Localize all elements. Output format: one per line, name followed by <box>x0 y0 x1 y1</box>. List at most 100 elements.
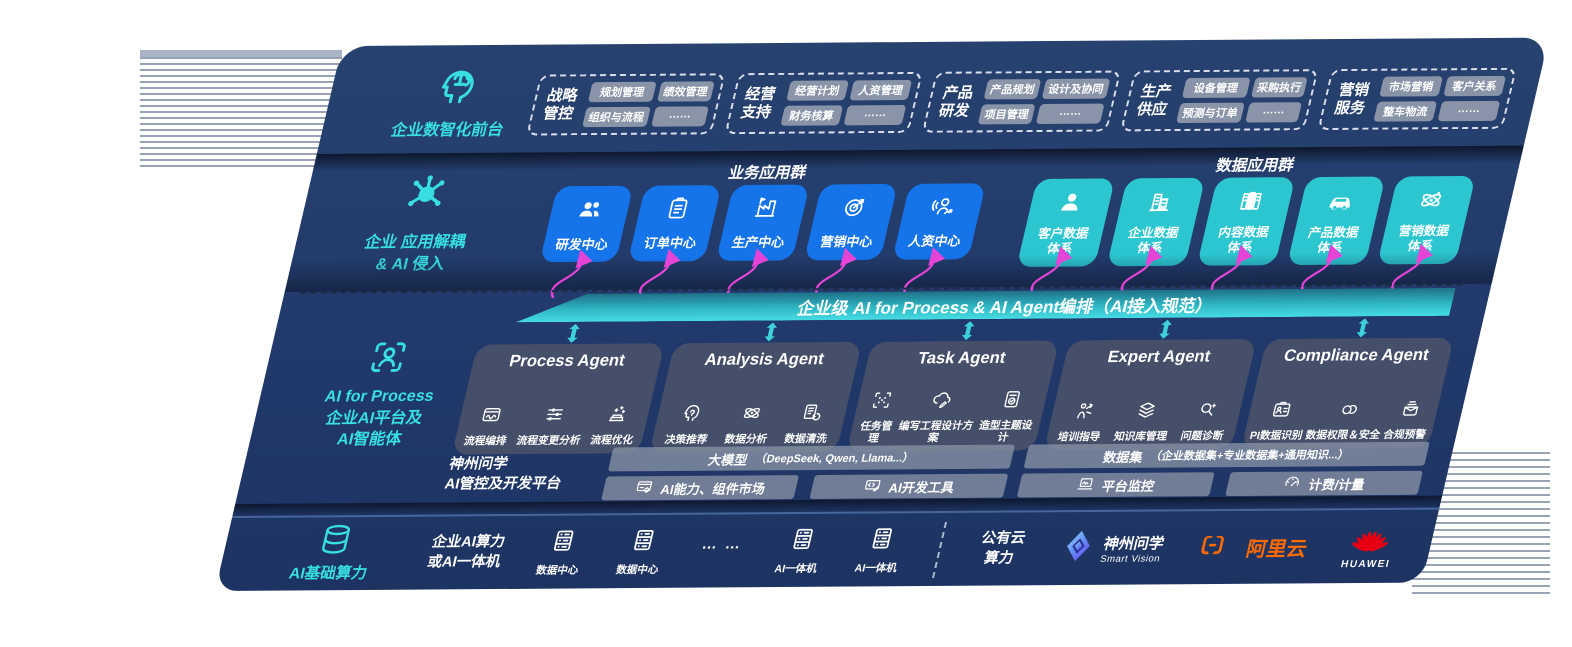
data-app-boxes: 客户数据体系 企业数据体系 内容数据体系 产品数据体系 营销数据体系 <box>1016 175 1476 267</box>
updown-arrow-icon <box>764 322 778 342</box>
dataset-bar: 数据集 （企业数据集+专业数据集+通用知识...） <box>1023 441 1430 469</box>
model-bar: 大模型 （DeepSeek, Qwen, Llama...） <box>607 444 1015 472</box>
flow-icon <box>477 404 504 430</box>
updown-arrow-icon <box>567 323 580 343</box>
orchestration-band-title: 企业级 AI for Process & AI Agent编排（AI接入规范） <box>795 295 1215 318</box>
agent-name: Task Agent <box>916 348 1008 368</box>
platform-monitor-bar: 平台监控 <box>1016 472 1215 498</box>
ai-layer-title: AI for Process 企业AI平台及 AI智能体 <box>322 387 436 449</box>
alicloud-logo <box>1198 534 1244 561</box>
molecule-icon <box>397 171 455 222</box>
component-market-bar: AI能力、组件市场 <box>601 475 800 501</box>
dev-tools-bar: AI开发工具 <box>809 473 1008 499</box>
connector-arrows <box>550 243 1433 299</box>
group-title: 营销服务 <box>1332 81 1372 117</box>
chip: …… <box>1244 102 1303 123</box>
node-ai-appliance-2: AI一体机 <box>853 525 907 575</box>
app-layer-rail: 企业 应用解耦& AI 侵入 <box>316 171 523 276</box>
clipboard-icon <box>661 195 694 226</box>
group-production: 生产供应 设备管理 采购执行 预测与订单…… <box>1119 69 1320 132</box>
app-box-rd-center: 研发中心 <box>539 185 634 263</box>
server-icon <box>786 525 819 556</box>
chip: 绩效管理 <box>656 81 715 102</box>
business-group-title: 业务应用群 <box>726 164 809 183</box>
app-box-marketing-center: 营销中心 <box>804 183 898 261</box>
node-datacenter-1: 数据中心 <box>535 527 589 577</box>
metering-icon <box>1281 473 1304 494</box>
data-box-enterprise: 企业数据体系 <box>1106 177 1206 267</box>
group-title: 经营支持 <box>739 85 778 121</box>
updown-arrow-icon <box>1356 318 1370 338</box>
task-grid-icon <box>868 389 895 415</box>
updown-arrow-icon <box>1159 319 1172 339</box>
app-box-order-center: 订单中心 <box>627 185 722 262</box>
vendor-alicloud: 阿里云 <box>1198 532 1311 562</box>
team-icon <box>572 195 607 227</box>
front-desk-groups: 战略管控 规划管理 绩效管理 组织与流程…… 经营支持 经营计划 人资管理 财务核算……… <box>526 67 1517 136</box>
cloud-edit-icon <box>928 389 955 415</box>
chip: 经营计划 <box>785 80 849 101</box>
node-ai-appliance-1: AI一体机 <box>773 525 827 575</box>
compliance-alert-icon <box>1397 398 1424 424</box>
building-icon <box>1144 188 1177 219</box>
chip: 规划管理 <box>587 81 657 103</box>
documents-icon <box>1234 188 1267 219</box>
chip: 预测与订单 <box>1175 102 1245 124</box>
chip: 人资管理 <box>849 79 913 101</box>
cloud-divider <box>932 521 948 578</box>
agent-compliance: Compliance Agent PI数据识别 数据权限＆安全 合规预警 <box>1241 337 1455 450</box>
chip: …… <box>1437 100 1501 122</box>
model-group: 大模型 （DeepSeek, Qwen, Llama...） AI能力、组件市场 … <box>601 444 1015 501</box>
sliders-icon <box>541 404 568 430</box>
huawei-logo <box>1347 523 1395 558</box>
group-product-rd: 产品研发 产品规划 设计及协同 项目管理…… <box>921 70 1122 133</box>
agent-process: Process Agent 流程编排 流程变更分析 流程优化 <box>451 343 665 455</box>
group-marketing: 营销服务 市场营销 客户关系 整车物流…… <box>1317 67 1517 131</box>
component-market-icon <box>633 478 656 499</box>
updown-arrow-icon <box>961 321 975 341</box>
chip: 设计及协同 <box>1041 78 1111 100</box>
data-box-marketing: 营销数据体系 <box>1377 175 1476 265</box>
design-card-icon <box>998 388 1025 414</box>
agent-task: Task Agent 任务管理 编写工程设计方案 造型主题设计 <box>846 340 1060 452</box>
factory-icon <box>749 195 782 226</box>
public-cloud-label: 公有云 算力 <box>979 530 1028 567</box>
chip: 客户关系 <box>1442 75 1507 97</box>
chip: …… <box>650 106 709 127</box>
vendor-huawei: HUAWEI <box>1340 523 1400 570</box>
data-box-product: 产品数据体系 <box>1286 176 1386 266</box>
platform-strip: 神州问学 AI管控及开发平台 大模型 （DeepSeek, Qwen, Llama.… <box>441 441 1430 502</box>
compute-rail: AI基础算力 <box>266 522 399 586</box>
diagnose-icon <box>1194 399 1221 425</box>
node-datacenter-2: 数据中心 <box>615 526 669 576</box>
group-operation: 经营支持 经营计划 人资管理 财务核算…… <box>724 71 924 135</box>
id-card-icon <box>1268 399 1295 425</box>
layers-icon <box>1133 400 1160 426</box>
ai-layer-rail: AI for Process 企业AI平台及 AI智能体 <box>275 337 484 452</box>
training-icon <box>1071 400 1098 426</box>
chip: 整车物流 <box>1373 101 1437 122</box>
chip: 项目管理 <box>977 104 1036 125</box>
group-strategy: 战略管控 规划管理 绩效管理 组织与流程…… <box>526 73 726 136</box>
chip: …… <box>1035 103 1105 125</box>
data-box-customer: 客户数据体系 <box>1016 178 1116 267</box>
car-icon <box>1323 186 1359 219</box>
chip: 采购执行 <box>1250 77 1309 98</box>
decision-icon <box>678 403 705 429</box>
agent-name: Analysis Agent <box>702 350 826 369</box>
group-title: 战略管控 <box>541 86 580 122</box>
atom-icon <box>1414 187 1447 218</box>
data-group-title: 数据应用群 <box>1214 157 1296 175</box>
vendor-smartvision: 神州问学 Smart Vision <box>1056 528 1167 568</box>
front-layer-rail: 企业数智化前台 <box>360 63 549 143</box>
data-box-content: 内容数据体系 <box>1196 177 1296 266</box>
app-box-production-center: 生产中心 <box>715 184 810 262</box>
chip: 组织与流程 <box>582 106 651 128</box>
compute-layer: AI基础算力 企业AI算力 或AI一体机 数据中心 数据中心 … … AI一体机 … <box>214 507 1440 591</box>
smartvision-logo <box>1056 529 1099 568</box>
database-icon <box>314 522 357 561</box>
agent-expert: Expert Agent 培训指导 知识库管理 问题诊断 <box>1043 339 1257 451</box>
server-icon <box>866 525 899 556</box>
hr-icon <box>925 193 958 224</box>
